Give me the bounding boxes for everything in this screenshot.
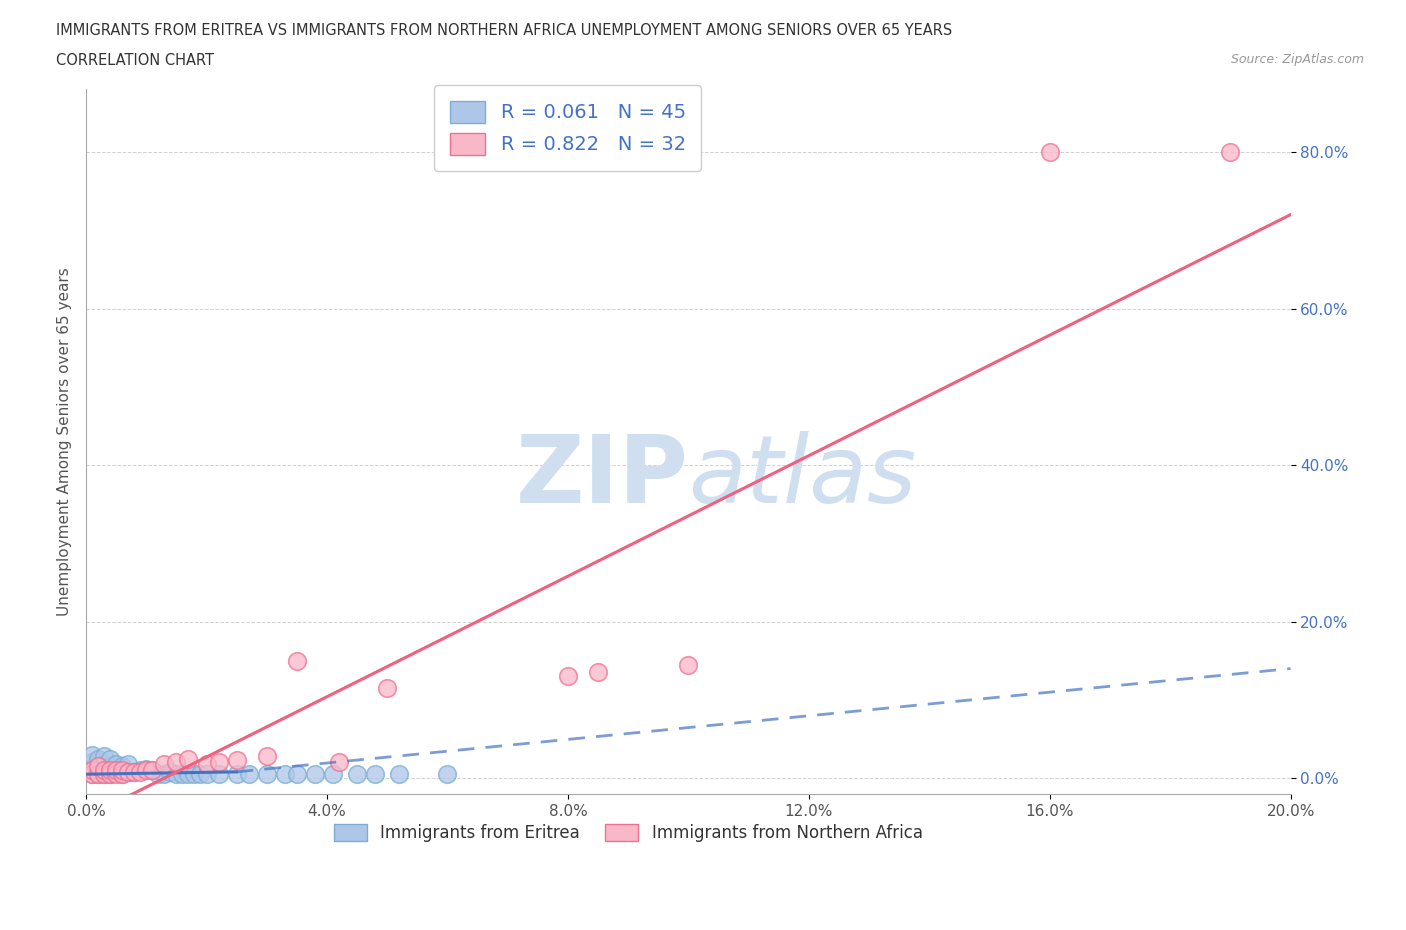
Text: Source: ZipAtlas.com: Source: ZipAtlas.com bbox=[1230, 53, 1364, 66]
Point bbox=[195, 766, 218, 781]
Point bbox=[436, 766, 458, 781]
Point bbox=[135, 762, 157, 777]
Point bbox=[135, 763, 157, 777]
Point bbox=[304, 766, 326, 781]
Point bbox=[165, 755, 187, 770]
Point bbox=[678, 658, 700, 672]
Point bbox=[98, 759, 121, 774]
Point bbox=[346, 766, 368, 781]
Point bbox=[274, 766, 297, 781]
Point bbox=[586, 665, 609, 680]
Point bbox=[87, 762, 110, 777]
Text: ZIP: ZIP bbox=[516, 431, 689, 523]
Point bbox=[148, 766, 170, 781]
Point bbox=[111, 763, 134, 777]
Point bbox=[93, 757, 115, 772]
Point bbox=[93, 749, 115, 764]
Text: atlas: atlas bbox=[689, 432, 917, 523]
Point bbox=[1219, 144, 1241, 159]
Point bbox=[225, 766, 247, 781]
Point bbox=[93, 763, 115, 777]
Point bbox=[98, 763, 121, 777]
Text: IMMIGRANTS FROM ERITREA VS IMMIGRANTS FROM NORTHERN AFRICA UNEMPLOYMENT AMONG SE: IMMIGRANTS FROM ERITREA VS IMMIGRANTS FR… bbox=[56, 23, 952, 38]
Point bbox=[87, 751, 110, 766]
Point bbox=[98, 766, 121, 781]
Point bbox=[238, 766, 260, 781]
Point bbox=[98, 766, 121, 781]
Point bbox=[172, 766, 194, 781]
Point bbox=[256, 749, 278, 764]
Point bbox=[129, 764, 152, 779]
Point bbox=[80, 766, 103, 781]
Point bbox=[117, 764, 139, 779]
Point bbox=[328, 755, 350, 770]
Point bbox=[93, 766, 115, 781]
Point bbox=[111, 766, 134, 781]
Point bbox=[256, 766, 278, 781]
Point bbox=[364, 766, 387, 781]
Point bbox=[141, 763, 163, 777]
Point bbox=[165, 766, 187, 781]
Text: CORRELATION CHART: CORRELATION CHART bbox=[56, 53, 214, 68]
Point bbox=[122, 764, 145, 779]
Point bbox=[87, 759, 110, 774]
Point bbox=[177, 751, 200, 766]
Point bbox=[98, 751, 121, 766]
Point bbox=[177, 766, 200, 781]
Point bbox=[93, 766, 115, 781]
Point bbox=[105, 763, 128, 777]
Point bbox=[1039, 144, 1062, 159]
Point bbox=[93, 763, 115, 777]
Point bbox=[207, 766, 229, 781]
Point bbox=[87, 766, 110, 781]
Point bbox=[285, 766, 308, 781]
Point bbox=[80, 747, 103, 762]
Point bbox=[225, 752, 247, 767]
Point bbox=[111, 766, 134, 781]
Point bbox=[80, 766, 103, 781]
Point bbox=[322, 766, 344, 781]
Point bbox=[375, 681, 398, 696]
Point bbox=[388, 766, 411, 781]
Point bbox=[80, 763, 103, 777]
Point bbox=[190, 766, 212, 781]
Y-axis label: Unemployment Among Seniors over 65 years: Unemployment Among Seniors over 65 years bbox=[58, 267, 72, 616]
Point bbox=[153, 766, 176, 781]
Point bbox=[105, 766, 128, 781]
Legend: Immigrants from Eritrea, Immigrants from Northern Africa: Immigrants from Eritrea, Immigrants from… bbox=[328, 817, 929, 849]
Point bbox=[285, 653, 308, 668]
Point bbox=[141, 763, 163, 777]
Point bbox=[105, 764, 128, 779]
Point bbox=[117, 757, 139, 772]
Point bbox=[122, 764, 145, 779]
Point bbox=[80, 763, 103, 777]
Point bbox=[183, 766, 205, 781]
Point bbox=[195, 757, 218, 772]
Point bbox=[557, 669, 579, 684]
Point bbox=[105, 757, 128, 772]
Point bbox=[159, 764, 181, 779]
Point bbox=[87, 766, 110, 781]
Point bbox=[80, 755, 103, 770]
Point bbox=[129, 763, 152, 777]
Point bbox=[153, 757, 176, 772]
Point bbox=[117, 764, 139, 779]
Point bbox=[207, 755, 229, 770]
Point bbox=[111, 759, 134, 774]
